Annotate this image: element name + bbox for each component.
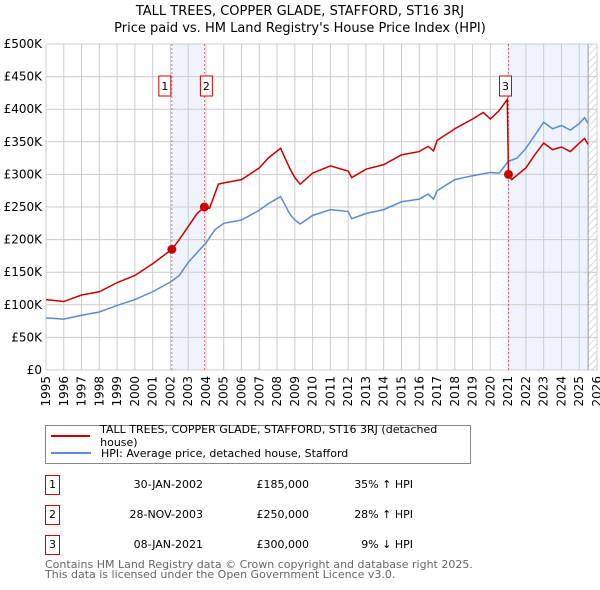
x-tick-label: 2024 xyxy=(554,376,568,407)
chart-title: TALL TREES, COPPER GLADE, STAFFORD, ST16… xyxy=(135,4,465,19)
sale-label: 1 xyxy=(161,80,168,93)
sale-date: 08-JAN-2021 xyxy=(133,538,203,551)
hpi-line xyxy=(45,116,589,320)
x-tick-label: 2011 xyxy=(323,376,337,407)
sale-number: 3 xyxy=(45,535,60,555)
sale-hpi-diff: 35% ↑ HPI xyxy=(354,478,413,491)
x-tick-label: 2005 xyxy=(217,376,231,407)
sale-price: £185,000 xyxy=(256,478,310,491)
sale-date: 30-JAN-2002 xyxy=(133,478,203,491)
x-tick-label: 2010 xyxy=(306,376,320,407)
x-tick-label: 2004 xyxy=(199,376,213,407)
x-tick-label: 1997 xyxy=(75,376,89,407)
footer: Contains HM Land Registry data © Crown c… xyxy=(45,558,473,581)
x-tick-label: 2015 xyxy=(394,376,408,407)
y-tick-label: £400K xyxy=(4,102,44,116)
x-tick-label: 2026 xyxy=(590,376,600,407)
sale-point xyxy=(199,202,209,212)
y-tick-label: £100K xyxy=(4,298,44,312)
y-tick-label: £200K xyxy=(4,233,44,247)
x-tick-label: 2017 xyxy=(430,376,444,407)
footer-line: Contains HM Land Registry data © Crown c… xyxy=(45,558,473,571)
x-tick-label: 1996 xyxy=(57,376,71,407)
x-tick-label: 2025 xyxy=(572,376,586,407)
x-tick-label: 1999 xyxy=(110,376,124,407)
sale-price: £300,000 xyxy=(256,538,310,551)
sale-date: 28-NOV-2003 xyxy=(129,508,203,521)
x-tick-label: 2019 xyxy=(466,376,480,407)
sale-hpi-diff: 9% ↓ HPI xyxy=(361,538,413,551)
sale-price: £250,000 xyxy=(256,508,310,521)
sale-label-box xyxy=(158,75,172,97)
legend-item-property: TALL TREES, COPPER GLADE, STAFFORD, ST16… xyxy=(46,423,470,449)
x-tick-label: 2008 xyxy=(270,376,284,407)
x-tick-label: 2002 xyxy=(163,376,177,407)
sale-point xyxy=(167,244,177,254)
y-tick-label: £500K xyxy=(4,37,44,51)
y-tick-label: £300K xyxy=(4,167,44,181)
y-tick-label: £450K xyxy=(4,70,44,84)
plot-area: 1995 1996 1997 1998 1999 2000 2001 2002 2003 2004… xyxy=(4,37,600,407)
x-tick-label: 2012 xyxy=(341,376,355,407)
x-tick-label: 1995 xyxy=(39,376,53,407)
x-tick-label: 2006 xyxy=(235,376,249,407)
y-tick-label: £250K xyxy=(4,200,44,214)
x-tick-label: 2009 xyxy=(288,376,302,407)
y-tick-label: £150K xyxy=(4,265,44,279)
x-tick-label: 2007 xyxy=(252,376,266,407)
sale-label: 2 xyxy=(203,80,210,93)
y-tick-label: £50K xyxy=(11,330,43,344)
y-tick-label: £350K xyxy=(4,135,44,149)
sale-point xyxy=(503,169,513,179)
legend-label: TALL TREES, COPPER GLADE, STAFFORD, ST16… xyxy=(100,423,438,449)
x-tick-label: 2020 xyxy=(483,376,497,407)
x-tick-label: 2016 xyxy=(412,376,426,407)
sale-row: 2 28-NOV-2003 £250,000 28% ↑ HPI xyxy=(45,505,445,525)
x-tick-label: 2001 xyxy=(146,376,160,407)
sale-label: 3 xyxy=(502,80,509,93)
y-tick-label: £0 xyxy=(27,363,42,377)
legend-label: HPI: Average price, detached house, Staf… xyxy=(101,446,349,460)
legend: TALL TREES, COPPER GLADE, STAFFORD, ST16… xyxy=(45,423,471,464)
sale-number: 1 xyxy=(45,475,60,495)
x-tick-label: 1998 xyxy=(92,376,106,407)
sale-hpi-diff: 28% ↑ HPI xyxy=(354,508,413,521)
x-tick-label: 2000 xyxy=(128,376,142,407)
sale-label-box xyxy=(199,75,213,97)
x-tick-label: 2014 xyxy=(377,376,391,407)
legend-swatch-red xyxy=(51,435,91,437)
legend-swatch-blue xyxy=(51,452,91,454)
x-tick-label: 2021 xyxy=(501,376,515,407)
property-price-line xyxy=(45,97,589,303)
sale-label-box xyxy=(498,75,512,97)
x-tick-label: 2022 xyxy=(519,376,533,407)
sale-row: 3 08-JAN-2021 £300,000 9% ↓ HPI xyxy=(45,535,445,555)
sale-row: 1 30-JAN-2002 £185,000 35% ↑ HPI xyxy=(45,475,445,495)
x-tick-label: 2013 xyxy=(359,376,373,407)
x-tick-label: 2003 xyxy=(181,376,195,407)
x-tick-label: 2023 xyxy=(537,376,551,407)
x-tick-label: 2018 xyxy=(448,376,462,407)
sale-number: 2 xyxy=(45,505,60,525)
legend-item-hpi: HPI: Average price, detached house, Staf… xyxy=(46,445,348,461)
footer-line: This data is licensed under the Open Gov… xyxy=(45,568,396,581)
chart-subtitle: Price paid vs. HM Land Registry's House … xyxy=(114,21,486,36)
